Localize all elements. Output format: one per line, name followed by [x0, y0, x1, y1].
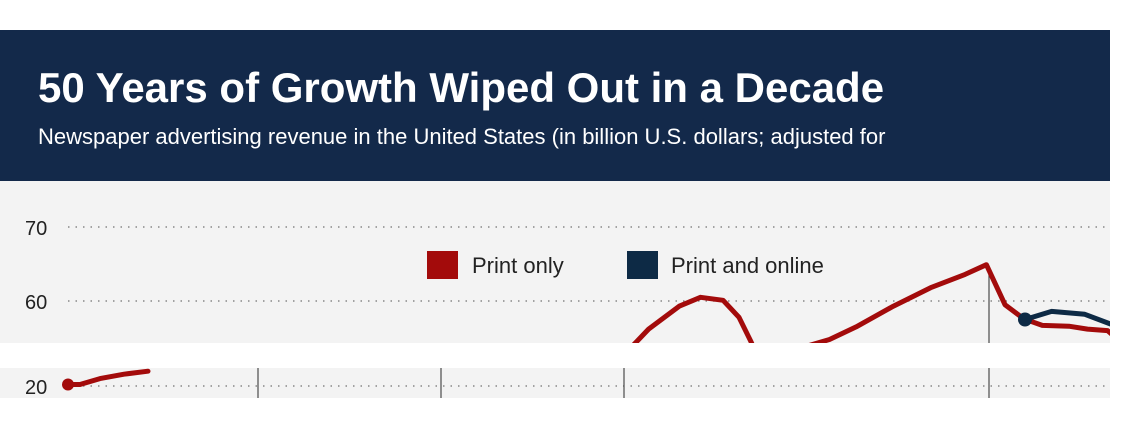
- chart-title: 50 Years of Growth Wiped Out in a Decade: [38, 64, 885, 111]
- legend-swatch-print-and-online: [627, 251, 658, 279]
- legend: Print only Print and online: [427, 251, 824, 279]
- upper-chart-svg: 70 60 Print only Print and online: [25, 218, 1110, 343]
- y-tick-label: 70: [25, 218, 47, 240]
- plot-area-lower: 20: [0, 368, 1110, 398]
- lower-series-group: [62, 368, 151, 391]
- plot-area-upper: 70 60 Print only Print and online: [0, 181, 1110, 343]
- series-line-print-only-lower: [65, 368, 151, 387]
- series-start-marker: [1018, 312, 1032, 327]
- legend-swatch-print-only: [427, 251, 458, 279]
- chart-header: 50 Years of Growth Wiped Out in a Decade…: [0, 30, 1110, 181]
- y-tick-label: 20: [25, 377, 47, 398]
- series-line-print-only: [631, 262, 1110, 343]
- y-tick-label: 60: [25, 292, 47, 314]
- chart-subtitle: Newspaper advertising revenue in the Uni…: [38, 124, 886, 149]
- upper-series-group: [631, 262, 1110, 343]
- series-line-print-and-online: [1022, 308, 1110, 327]
- lower-chart-svg: 20: [25, 368, 1110, 398]
- legend-label-print-and-online: Print and online: [671, 253, 824, 278]
- upper-grid: [68, 226, 1110, 343]
- legend-label-print-only: Print only: [472, 253, 564, 278]
- series-start-marker: [62, 378, 74, 391]
